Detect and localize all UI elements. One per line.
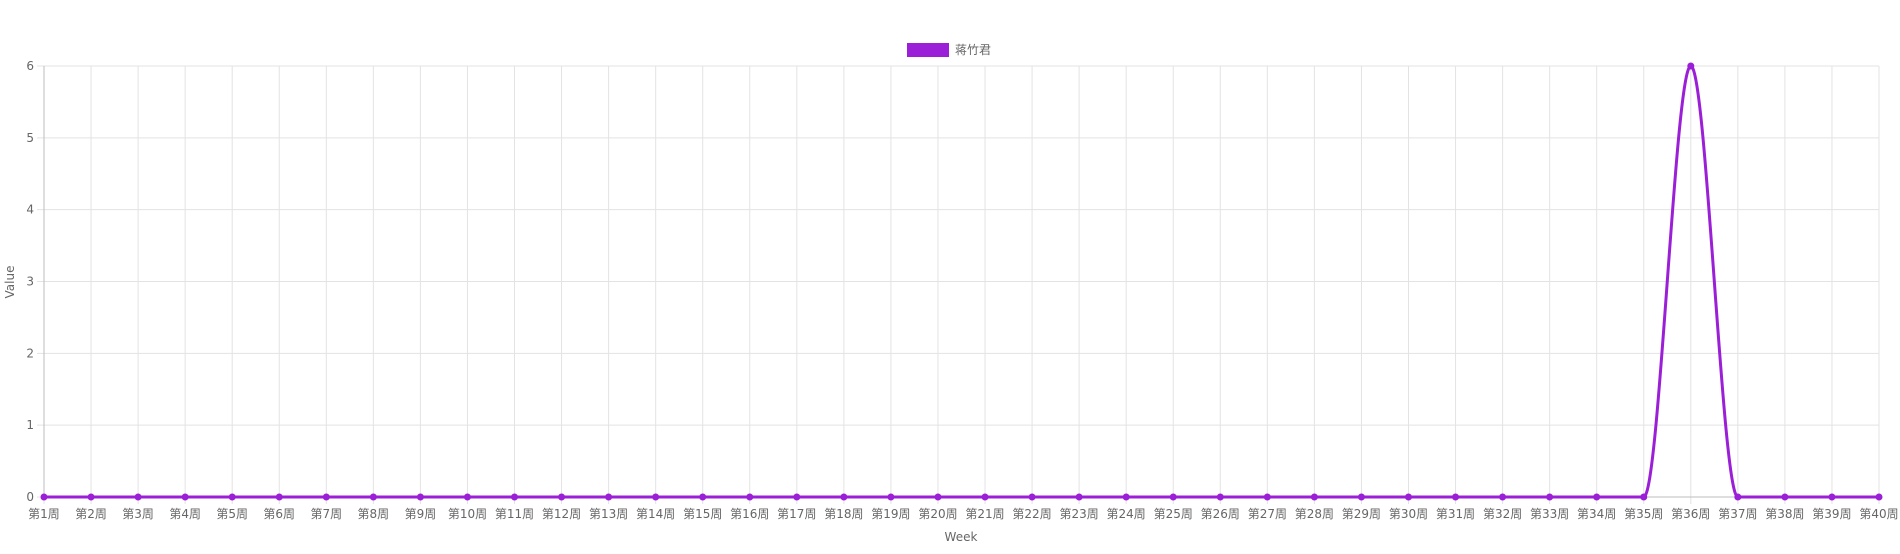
data-point <box>228 493 236 501</box>
x-tick-label: 第33周 <box>1530 507 1569 521</box>
data-point <box>558 493 566 501</box>
x-tick-label: 第11周 <box>495 507 534 521</box>
data-point <box>1640 493 1648 501</box>
data-point <box>1263 493 1271 501</box>
x-tick-label: 第39周 <box>1812 507 1851 521</box>
x-tick-label: 第35周 <box>1624 507 1663 521</box>
data-point <box>1593 493 1601 501</box>
data-point <box>793 493 801 501</box>
data-point <box>1875 493 1883 501</box>
legend-swatch[interactable] <box>907 43 949 57</box>
data-point <box>134 493 142 501</box>
y-tick-label: 2 <box>26 346 34 360</box>
data-point <box>416 493 424 501</box>
x-tick-label: 第14周 <box>636 507 675 521</box>
y-tick-label: 6 <box>26 59 34 73</box>
y-tick-label: 1 <box>26 418 34 432</box>
y-tick-label: 5 <box>26 131 34 145</box>
x-tick-label: 第25周 <box>1154 507 1193 521</box>
x-tick-label: 第34周 <box>1577 507 1616 521</box>
x-tick-label: 第7周 <box>310 507 342 521</box>
data-point <box>1122 493 1130 501</box>
data-point <box>1546 493 1554 501</box>
data-point <box>40 493 48 501</box>
data-point <box>1734 493 1742 501</box>
x-tick-label: 第16周 <box>730 507 769 521</box>
x-tick-label: 第32周 <box>1483 507 1522 521</box>
x-tick-label: 第21周 <box>965 507 1004 521</box>
data-point <box>887 493 895 501</box>
y-tick-label: 0 <box>26 490 34 504</box>
x-tick-label: 第10周 <box>448 507 487 521</box>
x-tick-label: 第38周 <box>1765 507 1804 521</box>
data-point <box>699 493 707 501</box>
x-tick-label: 第12周 <box>542 507 581 521</box>
data-point <box>1499 493 1507 501</box>
data-point <box>87 493 95 501</box>
x-tick-label: 第27周 <box>1248 507 1287 521</box>
data-point <box>322 493 330 501</box>
data-point <box>934 493 942 501</box>
x-tick-label: 第31周 <box>1436 507 1475 521</box>
data-point <box>981 493 989 501</box>
data-point <box>1452 493 1460 501</box>
x-tick-label: 第30周 <box>1389 507 1428 521</box>
x-tick-labels: 第1周 第2周 第3周 第4周 第5周 第6周 第7周 第8周 第9周 第10周 第11周 第12周第… <box>28 507 1898 521</box>
data-point <box>1028 493 1036 501</box>
x-tick-label: 第17周 <box>777 507 816 521</box>
data-point <box>746 493 754 501</box>
y-axis-title: Value <box>3 266 17 299</box>
y-tick-label: 3 <box>26 275 34 289</box>
data-point <box>511 493 519 501</box>
x-axis-title: Week <box>945 530 978 544</box>
y-tick-label: 4 <box>26 203 34 217</box>
x-tick-label: 第6周 <box>263 507 295 521</box>
data-point <box>1687 62 1695 70</box>
x-tick-label: 第8周 <box>358 507 390 521</box>
legend-label[interactable]: 蒋竹君 <box>955 43 991 57</box>
x-tick-label: 第4周 <box>169 507 201 521</box>
x-tick-label: 第28周 <box>1295 507 1334 521</box>
x-tick-label: 第29周 <box>1342 507 1381 521</box>
x-tick-label: 第5周 <box>216 507 248 521</box>
x-tick-label: 第1周 <box>28 507 60 521</box>
data-point <box>1310 493 1318 501</box>
x-tick-label: 第36周 <box>1671 507 1710 521</box>
x-tick-label: 第20周 <box>918 507 957 521</box>
x-tick-label: 第18周 <box>824 507 863 521</box>
data-point <box>1357 493 1365 501</box>
data-point <box>275 493 283 501</box>
legend[interactable]: 蒋竹君 <box>907 43 991 57</box>
data-point <box>1828 493 1836 501</box>
data-points <box>40 62 1883 501</box>
x-tick-label: 第9周 <box>405 507 437 521</box>
x-tick-label: 第13周 <box>589 507 628 521</box>
y-tick-labels: 0 1 2 3 4 5 6 <box>26 59 34 504</box>
x-tick-label: 第23周 <box>1059 507 1098 521</box>
x-tick-label: 第24周 <box>1107 507 1146 521</box>
x-tick-label: 第37周 <box>1718 507 1757 521</box>
x-tick-label: 第19周 <box>871 507 910 521</box>
data-point <box>840 493 848 501</box>
x-tick-label: 第2周 <box>75 507 107 521</box>
data-point <box>1075 493 1083 501</box>
data-point <box>369 493 377 501</box>
data-point <box>463 493 471 501</box>
grid-lines <box>37 65 1880 504</box>
x-tick-label: 第22周 <box>1012 507 1051 521</box>
data-point <box>181 493 189 501</box>
x-tick-label: 第26周 <box>1201 507 1240 521</box>
data-point <box>1169 493 1177 501</box>
data-point <box>1216 493 1224 501</box>
data-point <box>1781 493 1789 501</box>
data-point <box>605 493 613 501</box>
x-tick-label: 第15周 <box>683 507 722 521</box>
x-tick-label: 第3周 <box>122 507 154 521</box>
x-tick-label: 第40周 <box>1859 507 1898 521</box>
data-point <box>652 493 660 501</box>
data-point <box>1404 493 1412 501</box>
